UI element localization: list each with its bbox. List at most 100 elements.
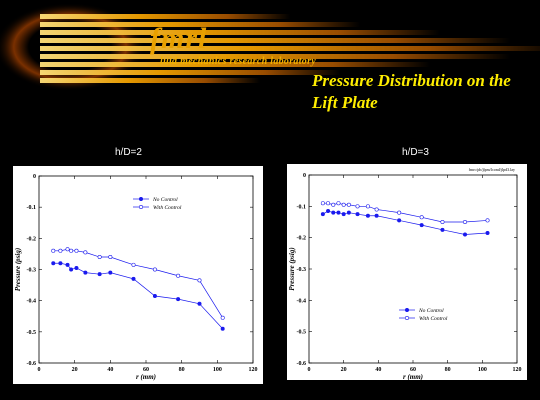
y-tick-label: 0 (33, 174, 36, 180)
data-point (397, 210, 402, 215)
series-line-no-control (53, 262, 223, 329)
data-point (58, 248, 63, 253)
legend-label: No Control (418, 308, 444, 314)
data-point (176, 297, 181, 302)
data-point (83, 270, 88, 275)
data-point (131, 276, 136, 281)
data-point (397, 218, 402, 223)
y-tick-label: -0.5 (297, 330, 307, 336)
y-tick-label: -0.1 (27, 205, 37, 211)
logo-stripe (40, 54, 510, 59)
slide-title: Pressure Distribution on the Lift Plate (312, 71, 511, 112)
logo-stripe (40, 30, 440, 35)
data-point (341, 202, 346, 207)
x-tick-label: 40 (375, 367, 381, 373)
data-point (365, 213, 370, 218)
data-point (69, 267, 74, 272)
x-tick-label: 80 (179, 367, 185, 373)
data-point (346, 202, 351, 207)
y-tick-label: -0.4 (27, 299, 37, 305)
data-point (152, 267, 157, 272)
data-point (365, 204, 370, 209)
y-tick-label: -0.6 (297, 361, 307, 367)
legend-label: With Control (153, 205, 182, 211)
legend-marker (405, 308, 410, 313)
legend-marker (139, 204, 144, 209)
y-tick-label: -0.5 (27, 330, 37, 336)
data-point (51, 248, 56, 253)
data-point (97, 272, 102, 277)
data-point (374, 207, 379, 212)
y-tick-label: -0.1 (297, 204, 307, 210)
x-tick-label: 80 (445, 367, 451, 373)
data-point (197, 301, 202, 306)
pressure-chart-hd2: 0-0.1-0.2-0.3-0.4-0.5-0.60 20 40 60 80 100 120… (14, 174, 258, 381)
x-tick-label: 20 (72, 367, 78, 373)
data-point (326, 201, 331, 206)
data-point (220, 326, 225, 331)
pressure-chart-hd3: 0-0.1-0.2-0.3-0.4-0.5-0.60 20 40 60 80 100 120… (288, 167, 522, 380)
y-tick-label: -0.3 (27, 268, 37, 274)
logo-stripe (40, 46, 540, 51)
data-point (355, 204, 360, 209)
legend-marker (405, 316, 410, 321)
y-tick-label: 0 (303, 173, 306, 179)
y-tick-label: -0.4 (297, 298, 307, 304)
x-tick-label: 60 (410, 367, 416, 373)
layout-file-label: fmrc/ph/jlpm/lcond/jlpd3.lay (469, 167, 515, 172)
data-point (51, 261, 56, 266)
panel-label-right: h/D=3 (402, 147, 429, 158)
data-point (341, 212, 346, 217)
y-tick-label: -0.2 (297, 236, 307, 242)
data-point (463, 219, 468, 224)
x-tick-label: 60 (143, 367, 149, 373)
data-point (197, 278, 202, 283)
series-line-with-control (53, 248, 223, 318)
data-point (419, 215, 424, 220)
logo-stripe (40, 62, 430, 67)
x-tick-label: 20 (341, 367, 347, 373)
data-point (485, 218, 490, 223)
data-point (336, 210, 341, 215)
legend-label: No Control (152, 197, 178, 203)
data-point (65, 247, 70, 252)
logo-text: fmrl (150, 22, 208, 55)
plot-panel-right: 0 -0.1 -0.2 -0.3 -0.4 -0.5 -0.6 0 20 40 60 80 100 120… (287, 164, 527, 380)
data-point (176, 273, 181, 278)
data-point (65, 262, 70, 267)
data-point (463, 232, 468, 237)
data-point (74, 248, 79, 253)
x-axis-label: r (mm) (136, 373, 156, 381)
logo-subtitle: luid mechanics research laboratory (160, 56, 317, 67)
y-tick-label: -0.3 (297, 267, 307, 273)
data-point (152, 293, 157, 298)
legend-marker (139, 196, 144, 201)
data-point (485, 230, 490, 235)
data-point (440, 219, 445, 224)
x-tick-label: 120 (249, 367, 258, 373)
plot-panel-left: 0 -0.1 -0.2 -0.3 -0.4 -0.5 -0.6 0 20 40 60 80 100 120… (13, 166, 263, 384)
legend-label: With Control (419, 316, 448, 322)
logo-stripe (40, 38, 510, 43)
x-tick-label: 100 (213, 367, 222, 373)
x-tick-label: 0 (38, 367, 41, 373)
x-axis-label: r (mm) (403, 373, 423, 380)
lab-logo-banner (0, 3, 540, 91)
logo-stripe (40, 22, 360, 27)
y-axis-label: Pressure (psig) (288, 247, 296, 290)
logo-stripe (40, 70, 340, 75)
logo-stripes (40, 14, 540, 83)
data-point (346, 210, 351, 215)
data-point (419, 223, 424, 228)
data-point (108, 270, 113, 275)
data-point (131, 262, 136, 267)
data-point (374, 213, 379, 218)
y-axis-label: Pressure (psig) (14, 248, 22, 291)
x-tick-label: 0 (308, 367, 311, 373)
panel-label-left: h/D=2 (115, 147, 142, 158)
data-point (69, 248, 74, 253)
data-point (74, 265, 79, 270)
data-point (326, 209, 331, 214)
data-point (331, 202, 336, 207)
logo-stripe (40, 78, 260, 83)
